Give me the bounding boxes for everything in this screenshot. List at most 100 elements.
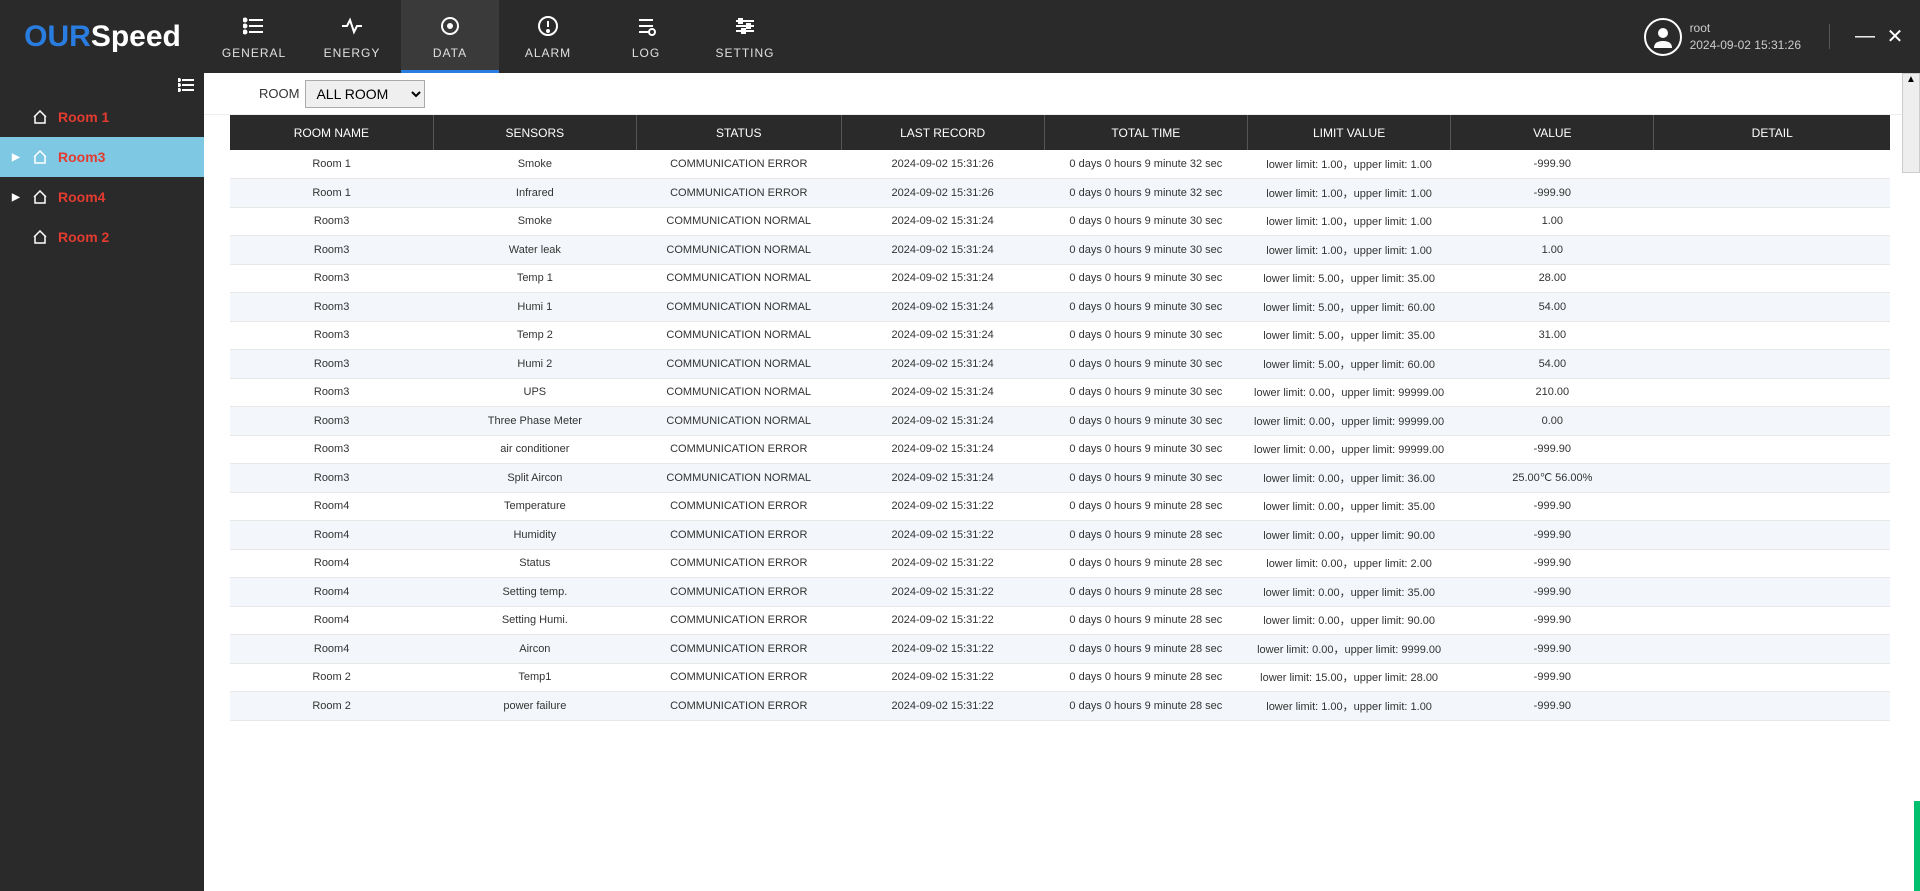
sidebar-toggle[interactable] [0, 73, 204, 97]
table-row[interactable]: Room 1SmokeCOMMUNICATION ERROR2024-09-02… [230, 150, 1890, 179]
nav-alarm[interactable]: ALARM [499, 0, 597, 73]
cell-status: COMMUNICATION NORMAL [636, 464, 841, 493]
table-row[interactable]: Room 1InfraredCOMMUNICATION ERROR2024-09… [230, 179, 1890, 208]
nav-log[interactable]: LOG [597, 0, 695, 73]
home-icon [32, 230, 48, 244]
room-label: ROOM [259, 86, 299, 101]
cell-value: -999.90 [1451, 179, 1654, 208]
cell-total: 0 days 0 hours 9 minute 28 sec [1044, 521, 1247, 550]
cell-value: -999.90 [1451, 635, 1654, 664]
cell-sensor: Temperature [433, 492, 636, 521]
nav-setting-label: SETTING [715, 46, 774, 60]
cell-limit: lower limit: 5.00，upper limit: 60.00 [1247, 350, 1450, 379]
cell-record: 2024-09-02 15:31:26 [841, 179, 1044, 208]
cell-limit: lower limit: 0.00，upper limit: 90.00 [1247, 521, 1450, 550]
table-row[interactable]: Room3Three Phase MeterCOMMUNICATION NORM… [230, 407, 1890, 436]
cell-value: 31.00 [1451, 321, 1654, 350]
cell-record: 2024-09-02 15:31:22 [841, 578, 1044, 607]
table-row[interactable]: Room3Humi 2COMMUNICATION NORMAL2024-09-0… [230, 350, 1890, 379]
cell-detail [1654, 663, 1890, 692]
nav-setting[interactable]: SETTING [695, 0, 795, 73]
minimize-icon[interactable]: — [1850, 25, 1880, 48]
expand-icon: ▶ [12, 192, 22, 203]
cell-room: Room3 [230, 264, 433, 293]
cell-total: 0 days 0 hours 9 minute 30 sec [1044, 207, 1247, 236]
room-select[interactable]: ALL ROOM [305, 80, 425, 108]
table-row[interactable]: Room3air conditionerCOMMUNICATION ERROR2… [230, 435, 1890, 464]
sidebar-item-room2[interactable]: Room 2 [0, 217, 204, 257]
table-row[interactable]: Room4HumidityCOMMUNICATION ERROR2024-09-… [230, 521, 1890, 550]
scroll-up-icon[interactable]: ▲ [1906, 74, 1916, 85]
cell-detail [1654, 464, 1890, 493]
table-row[interactable]: Room4TemperatureCOMMUNICATION ERROR2024-… [230, 492, 1890, 521]
table-row[interactable]: Room4AirconCOMMUNICATION ERROR2024-09-02… [230, 635, 1890, 664]
scroll-indicator[interactable] [1914, 801, 1920, 891]
table-row[interactable]: Room3SmokeCOMMUNICATION NORMAL2024-09-02… [230, 207, 1890, 236]
cell-sensor: Three Phase Meter [433, 407, 636, 436]
cell-limit: lower limit: 0.00，upper limit: 99999.00 [1247, 378, 1450, 407]
sidebar-item-label: Room 1 [58, 109, 109, 125]
cell-record: 2024-09-02 15:31:22 [841, 521, 1044, 550]
table-row[interactable]: Room3Temp 2COMMUNICATION NORMAL2024-09-0… [230, 321, 1890, 350]
logo: OURSpeed [0, 0, 205, 73]
cell-sensor: Status [433, 549, 636, 578]
table-row[interactable]: Room4StatusCOMMUNICATION ERROR2024-09-02… [230, 549, 1890, 578]
cell-room: Room4 [230, 492, 433, 521]
cell-status: COMMUNICATION NORMAL [636, 207, 841, 236]
cell-limit: lower limit: 0.00，upper limit: 90.00 [1247, 606, 1450, 635]
cell-value: -999.90 [1451, 549, 1654, 578]
table-row[interactable]: Room3Split AirconCOMMUNICATION NORMAL202… [230, 464, 1890, 493]
cell-detail [1654, 692, 1890, 721]
cell-total: 0 days 0 hours 9 minute 30 sec [1044, 321, 1247, 350]
nav-energy[interactable]: ENERGY [303, 0, 401, 73]
cell-detail [1654, 179, 1890, 208]
cell-limit: lower limit: 1.00，upper limit: 1.00 [1247, 150, 1450, 179]
th-room: ROOM NAME [230, 115, 433, 150]
cell-limit: lower limit: 15.00，upper limit: 28.00 [1247, 663, 1450, 692]
cell-record: 2024-09-02 15:31:24 [841, 264, 1044, 293]
th-sensor: SENSORS [433, 115, 636, 150]
nav-log-label: LOG [632, 46, 660, 60]
cell-value: 1.00 [1451, 236, 1654, 265]
nav-data-label: DATA [433, 46, 467, 60]
sidebar-item-room3[interactable]: ▶Room3 [0, 137, 204, 177]
topbar-spacer [795, 0, 1644, 73]
cell-value: -999.90 [1451, 150, 1654, 179]
user-timestamp: 2024-09-02 15:31:26 [1690, 37, 1801, 54]
table-row[interactable]: Room 2power failureCOMMUNICATION ERROR20… [230, 692, 1890, 721]
menu-icon [178, 78, 194, 92]
table-row[interactable]: Room3Temp 1COMMUNICATION NORMAL2024-09-0… [230, 264, 1890, 293]
table-row[interactable]: Room3UPSCOMMUNICATION NORMAL2024-09-02 1… [230, 378, 1890, 407]
table-row[interactable]: Room3Water leakCOMMUNICATION NORMAL2024-… [230, 236, 1890, 265]
cell-sensor: Aircon [433, 635, 636, 664]
cell-status: COMMUNICATION ERROR [636, 179, 841, 208]
cell-room: Room 1 [230, 150, 433, 179]
cell-value: -999.90 [1451, 521, 1654, 550]
cell-record: 2024-09-02 15:31:26 [841, 150, 1044, 179]
table-row[interactable]: Room4Setting temp.COMMUNICATION ERROR202… [230, 578, 1890, 607]
nav-general[interactable]: GENERAL [205, 0, 303, 73]
sidebar-item-room4[interactable]: ▶ Room4 [0, 177, 204, 217]
th-detail: DETAIL [1654, 115, 1890, 150]
user-info: root 2024-09-02 15:31:26 [1690, 20, 1801, 54]
right-scroll-strip[interactable]: ▲ [1902, 73, 1920, 173]
cell-record: 2024-09-02 15:31:22 [841, 663, 1044, 692]
cell-sensor: Smoke [433, 207, 636, 236]
nav-alarm-label: ALARM [525, 46, 571, 60]
cell-status: COMMUNICATION ERROR [636, 663, 841, 692]
table-row[interactable]: Room3Humi 1COMMUNICATION NORMAL2024-09-0… [230, 293, 1890, 322]
topbar: OURSpeed GENERAL ENERGY DATA ALARM [0, 0, 1920, 73]
close-icon[interactable]: ✕ [1880, 24, 1910, 49]
cell-record: 2024-09-02 15:31:24 [841, 293, 1044, 322]
avatar-icon[interactable] [1644, 18, 1682, 56]
cell-record: 2024-09-02 15:31:24 [841, 378, 1044, 407]
sidebar-item-room1[interactable]: Room 1 [0, 97, 204, 137]
nav-data[interactable]: DATA [401, 0, 499, 73]
cell-detail [1654, 378, 1890, 407]
sidebar-item-label: Room4 [58, 189, 105, 205]
table-row[interactable]: Room 2Temp1COMMUNICATION ERROR2024-09-02… [230, 663, 1890, 692]
table-row[interactable]: Room4Setting Humi.COMMUNICATION ERROR202… [230, 606, 1890, 635]
cell-detail [1654, 350, 1890, 379]
cell-sensor: Temp 1 [433, 264, 636, 293]
cell-value: 28.00 [1451, 264, 1654, 293]
